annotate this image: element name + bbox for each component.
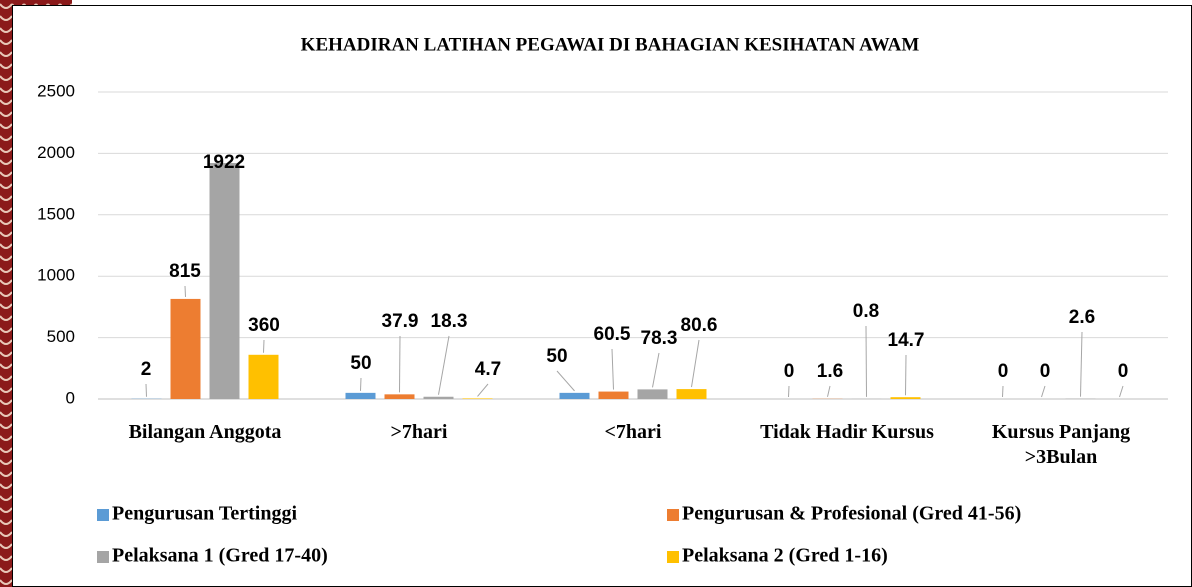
bar [463,398,493,399]
bar [424,397,454,399]
legend-label: Pelaksana 2 (Gred 1-16) [682,545,888,567]
legend-swatch [97,551,109,563]
legend-label: Pengurusan & Profesional (Gred 41-56) [682,503,1021,525]
page: KEHADIRAN LATIHAN PEGAWAI DI BAHAGIAN KE… [0,0,1192,587]
y-tick-label: 2500 [37,81,75,100]
legend-swatch [667,509,679,521]
data-label: 37.9 [382,311,419,332]
data-label: 4.7 [475,359,501,380]
data-label: 0 [1118,361,1129,382]
leader-line [264,340,265,353]
data-label: 80.6 [681,315,718,336]
data-label: 18.3 [431,311,468,332]
bar [638,389,668,399]
data-label: 360 [248,315,280,336]
chart-border [13,6,1192,587]
data-label: 60.5 [594,324,631,345]
data-label: 0 [1040,361,1051,382]
x-tick-label: Kursus Panjang >3Bulan [973,420,1149,470]
data-label: 0.8 [853,301,879,322]
data-label: 2.6 [1069,307,1095,328]
bar [171,299,201,399]
chart-title: KEHADIRAN LATIHAN PEGAWAI DI BAHAGIAN KE… [301,34,920,55]
bar [210,163,240,399]
leader-line [185,286,186,297]
y-tick-label: 0 [66,388,75,407]
data-label: 2 [141,359,152,380]
y-tick-label: 1500 [37,204,75,223]
decoration [0,0,12,587]
leader-line [146,384,147,397]
data-label: 50 [350,353,371,374]
chart: KEHADIRAN LATIHAN PEGAWAI DI BAHAGIAN KE… [0,0,1192,587]
data-label: 0 [998,361,1009,382]
x-tick-label: >7hari [331,420,507,445]
legend-label: Pelaksana 1 (Gred 17-40) [112,545,328,567]
leader-line [866,326,867,397]
bar [891,397,921,399]
data-label: 50 [546,346,567,367]
leader-line [906,355,907,395]
x-tick-label: Tidak Hadir Kursus [759,420,935,445]
legend-label: Pengurusan Tertinggi [112,503,297,525]
y-tick-label: 500 [47,327,75,346]
data-label: 1.6 [817,361,843,382]
bar [385,394,415,399]
leader-line [361,378,362,391]
y-tick-label: 1000 [37,266,75,285]
x-tick-label: <7hari [545,420,721,445]
data-label: 14.7 [888,330,925,351]
x-tick-label: Bilangan Anggota [117,420,293,445]
bar [560,393,590,399]
bar [249,355,279,399]
data-label: 0 [784,361,795,382]
data-label: 1922 [203,152,245,173]
leader-line [400,336,401,392]
leader-line [1003,386,1004,397]
bar [677,389,707,399]
bar [346,393,376,399]
data-label: 815 [169,261,201,282]
data-label: 78.3 [641,328,678,349]
y-tick-label: 2000 [37,143,75,162]
legend-swatch [97,509,109,521]
leader-line [789,386,790,397]
bar [599,392,629,399]
legend-swatch [667,551,679,563]
